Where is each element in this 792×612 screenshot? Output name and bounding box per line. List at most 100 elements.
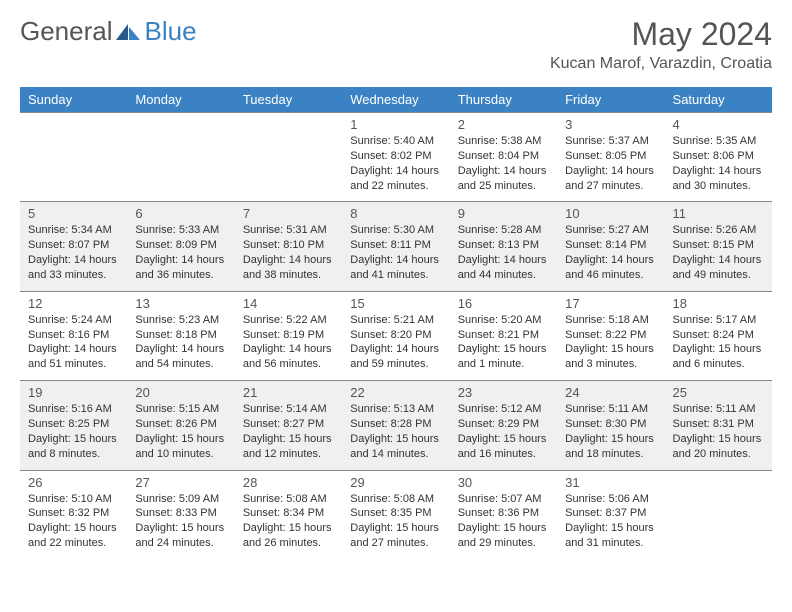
calendar-day-cell: 17Sunrise: 5:18 AMSunset: 8:22 PMDayligh… xyxy=(557,291,664,380)
day-info: Sunrise: 5:07 AMSunset: 8:36 PMDaylight:… xyxy=(458,492,549,551)
sunset-text: Sunset: 8:11 PM xyxy=(350,238,441,253)
daylight-text: Daylight: 14 hours and 30 minutes. xyxy=(673,164,764,194)
day-info: Sunrise: 5:33 AMSunset: 8:09 PMDaylight:… xyxy=(135,223,226,282)
sunset-text: Sunset: 8:26 PM xyxy=(135,417,226,432)
calendar-day-cell: 25Sunrise: 5:11 AMSunset: 8:31 PMDayligh… xyxy=(665,381,772,470)
daylight-text: Daylight: 15 hours and 12 minutes. xyxy=(243,432,334,462)
sunset-text: Sunset: 8:28 PM xyxy=(350,417,441,432)
sunrise-text: Sunrise: 5:14 AM xyxy=(243,402,334,417)
daylight-text: Daylight: 14 hours and 59 minutes. xyxy=(350,342,441,372)
sunrise-text: Sunrise: 5:34 AM xyxy=(28,223,119,238)
calendar-day-cell: 12Sunrise: 5:24 AMSunset: 8:16 PMDayligh… xyxy=(20,291,127,380)
sunrise-text: Sunrise: 5:26 AM xyxy=(673,223,764,238)
day-info: Sunrise: 5:17 AMSunset: 8:24 PMDaylight:… xyxy=(673,313,764,372)
daylight-text: Daylight: 14 hours and 33 minutes. xyxy=(28,253,119,283)
calendar-day-cell: 9Sunrise: 5:28 AMSunset: 8:13 PMDaylight… xyxy=(450,202,557,291)
calendar-day-cell: 26Sunrise: 5:10 AMSunset: 8:32 PMDayligh… xyxy=(20,470,127,559)
sunset-text: Sunset: 8:07 PM xyxy=(28,238,119,253)
day-number: 26 xyxy=(28,475,119,490)
sunset-text: Sunset: 8:25 PM xyxy=(28,417,119,432)
day-info: Sunrise: 5:34 AMSunset: 8:07 PMDaylight:… xyxy=(28,223,119,282)
daylight-text: Daylight: 15 hours and 10 minutes. xyxy=(135,432,226,462)
daylight-text: Daylight: 15 hours and 18 minutes. xyxy=(565,432,656,462)
daylight-text: Daylight: 14 hours and 56 minutes. xyxy=(243,342,334,372)
sunrise-text: Sunrise: 5:22 AM xyxy=(243,313,334,328)
day-info: Sunrise: 5:37 AMSunset: 8:05 PMDaylight:… xyxy=(565,134,656,193)
calendar-day-cell: 8Sunrise: 5:30 AMSunset: 8:11 PMDaylight… xyxy=(342,202,449,291)
calendar-day-cell: 13Sunrise: 5:23 AMSunset: 8:18 PMDayligh… xyxy=(127,291,234,380)
sunrise-text: Sunrise: 5:38 AM xyxy=(458,134,549,149)
sunset-text: Sunset: 8:06 PM xyxy=(673,149,764,164)
sunrise-text: Sunrise: 5:16 AM xyxy=(28,402,119,417)
calendar-day-cell: 24Sunrise: 5:11 AMSunset: 8:30 PMDayligh… xyxy=(557,381,664,470)
day-number: 23 xyxy=(458,385,549,400)
day-info: Sunrise: 5:26 AMSunset: 8:15 PMDaylight:… xyxy=(673,223,764,282)
day-number: 12 xyxy=(28,296,119,311)
daylight-text: Daylight: 15 hours and 1 minute. xyxy=(458,342,549,372)
sunrise-text: Sunrise: 5:10 AM xyxy=(28,492,119,507)
calendar-week-row: 12Sunrise: 5:24 AMSunset: 8:16 PMDayligh… xyxy=(20,291,772,380)
daylight-text: Daylight: 15 hours and 26 minutes. xyxy=(243,521,334,551)
calendar-table: SundayMondayTuesdayWednesdayThursdayFrid… xyxy=(20,87,772,559)
sunset-text: Sunset: 8:21 PM xyxy=(458,328,549,343)
logo-triangle-icon xyxy=(116,22,142,42)
sunrise-text: Sunrise: 5:21 AM xyxy=(350,313,441,328)
calendar-day-cell: 21 Sunrise: 5:14 AMSunset: 8:27 PMDayligh… xyxy=(235,381,342,470)
sunrise-text: Sunrise: 5:13 AM xyxy=(350,402,441,417)
calendar-day-cell: 20Sunrise: 5:15 AMSunset: 8:26 PMDayligh… xyxy=(127,381,234,470)
day-number: 4 xyxy=(673,117,764,132)
calendar-day-cell: 16Sunrise: 5:20 AMSunset: 8:21 PMDayligh… xyxy=(450,291,557,380)
sunset-text: Sunset: 8:32 PM xyxy=(28,506,119,521)
sunset-text: Sunset: 8:27 PM xyxy=(243,417,334,432)
day-number: 19 xyxy=(28,385,119,400)
daylight-text: Daylight: 14 hours and 22 minutes. xyxy=(350,164,441,194)
day-info: Sunrise: 5:13 AMSunset: 8:28 PMDaylight:… xyxy=(350,402,441,461)
calendar-week-row: 26 Sunrise: 5:10 AMSunset: 8:32 PM Dayligh… xyxy=(20,470,772,559)
day-number: 2 xyxy=(458,117,549,132)
day-number: 21 xyxy=(243,385,334,400)
daylight-text: Daylight: 15 hours and 6 minutes. xyxy=(673,342,764,372)
daylight-text: Daylight: 15 hours and 29 minutes. xyxy=(458,521,549,551)
calendar-day-cell: 19 Sunrise: 5:16 AMSunset: 8:25 PMDayligh… xyxy=(20,381,127,470)
calendar-day-cell: 31Sunrise: 5:06 AMSunset: 8:37 PMDayligh… xyxy=(557,470,664,559)
daylight-text: Daylight: 15 hours and 8 minutes. xyxy=(28,432,119,462)
day-number: 25 xyxy=(673,385,764,400)
sunrise-text: Sunrise: 5:20 AM xyxy=(458,313,549,328)
day-info: Sunrise: 5:40 AMSunset: 8:02 PMDaylight:… xyxy=(350,134,441,193)
calendar-day-cell: 29Sunrise: 5:08 AMSunset: 8:35 PMDayligh… xyxy=(342,470,449,559)
calendar-day-cell xyxy=(665,470,772,559)
calendar-day-cell: 5Sunrise: 5:34 AMSunset: 8:07 PMDaylight… xyxy=(20,202,127,291)
sunset-text: Sunset: 8:09 PM xyxy=(135,238,226,253)
day-info: Sunrise: 5:22 AMSunset: 8:19 PMDaylight:… xyxy=(243,313,334,372)
sunrise-text: Sunrise: 5:08 AM xyxy=(350,492,441,507)
sunset-text: Sunset: 8:13 PM xyxy=(458,238,549,253)
calendar-day-cell: 7Sunrise: 5:31 AMSunset: 8:10 PMDaylight… xyxy=(235,202,342,291)
logo-text-blue: Blue xyxy=(145,16,197,47)
sunrise-text: Sunrise: 5:37 AM xyxy=(565,134,656,149)
day-number: 29 xyxy=(350,475,441,490)
daylight-text: Daylight: 14 hours and 27 minutes. xyxy=(565,164,656,194)
header: General Blue May 2024 Kucan Marof, Varaz… xyxy=(20,16,772,73)
month-title: May 2024 xyxy=(550,16,772,53)
sunset-text: Sunset: 8:20 PM xyxy=(350,328,441,343)
sunset-text: Sunset: 8:02 PM xyxy=(350,149,441,164)
calendar-day-cell: 30Sunrise: 5:07 AMSunset: 8:36 PMDayligh… xyxy=(450,470,557,559)
day-info: Sunrise: 5:11 AMSunset: 8:30 PMDaylight:… xyxy=(565,402,656,461)
calendar-week-row: 1Sunrise: 5:40 AMSunset: 8:02 PMDaylight… xyxy=(20,113,772,202)
sunrise-text: Sunrise: 5:40 AM xyxy=(350,134,441,149)
calendar-week-row: 19Sunrise: 5:16 AMSunset: 8:25 PMDayligh… xyxy=(20,381,772,470)
day-info: Sunrise: 5:35 AMSunset: 8:06 PMDaylight:… xyxy=(673,134,764,193)
day-info: Sunrise: 5:28 AMSunset: 8:13 PMDaylight:… xyxy=(458,223,549,282)
daylight-text: Daylight: 14 hours and 49 minutes. xyxy=(673,253,764,283)
logo: General Blue xyxy=(20,16,197,47)
daylight-text: Daylight: 15 hours and 27 minutes. xyxy=(350,521,441,551)
calendar-day-cell: 27Sunrise: 5:09 AMSunset: 8:33 PMDayligh… xyxy=(127,470,234,559)
daylight-text: Daylight: 14 hours and 46 minutes. xyxy=(565,253,656,283)
day-info: Sunrise: 5:15 AMSunset: 8:26 PMDaylight:… xyxy=(135,402,226,461)
day-number: 10 xyxy=(565,206,656,221)
calendar-day-cell: 15Sunrise: 5:21 AMSunset: 8:20 PMDayligh… xyxy=(342,291,449,380)
sunset-text: Sunset: 8:19 PM xyxy=(243,328,334,343)
day-info: Sunrise: 5:31 AMSunset: 8:10 PMDaylight:… xyxy=(243,223,334,282)
sunrise-text: Sunrise: 5:12 AM xyxy=(458,402,549,417)
calendar-day-cell: 18Sunrise: 5:17 AMSunset: 8:24 PMDayligh… xyxy=(665,291,772,380)
